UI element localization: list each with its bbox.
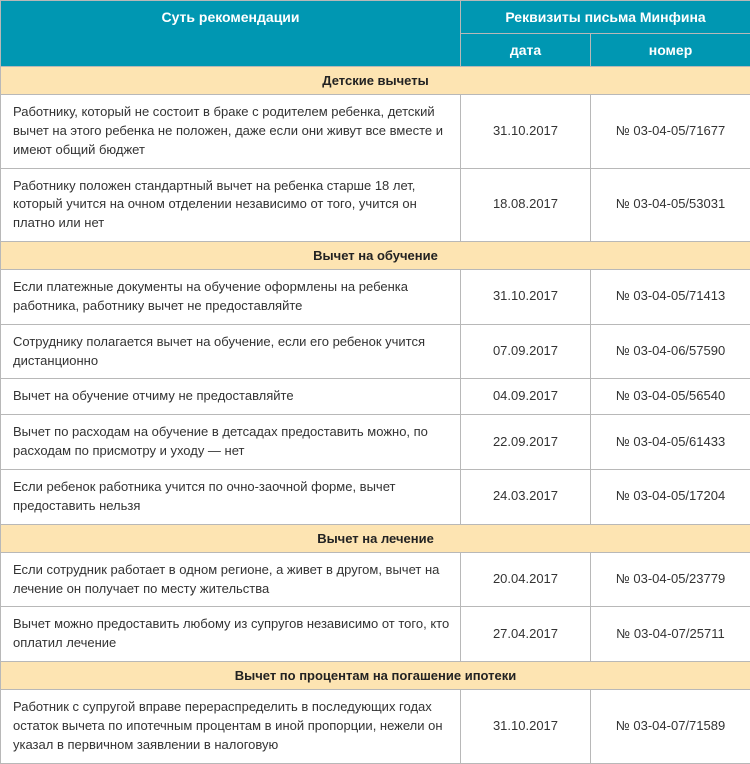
cell-description: Вычет можно предоставить любому из супру… — [1, 607, 461, 662]
cell-number: № 03-04-05/71677 — [591, 95, 750, 169]
header-essence: Суть рекомендации — [1, 1, 461, 67]
cell-date: 31.10.2017 — [461, 95, 591, 169]
section-title: Вычет по процентам на погашение ипотеки — [1, 662, 750, 690]
cell-number: № 03-04-05/23779 — [591, 552, 750, 607]
table-row: Работник с супругой вправе перераспредел… — [1, 690, 750, 764]
cell-description: Работник с супругой вправе перераспредел… — [1, 690, 461, 764]
cell-description: Работнику положен стандартный вычет на р… — [1, 168, 461, 242]
cell-description: Если ребенок работника учится по очно-за… — [1, 469, 461, 524]
table-row: Сотруднику полагается вычет на обучение,… — [1, 324, 750, 379]
section-header: Вычет на лечение — [1, 524, 750, 552]
cell-description: Работнику, который не состоит в браке с … — [1, 95, 461, 169]
table-row: Работнику положен стандартный вычет на р… — [1, 168, 750, 242]
header-number: номер — [591, 34, 750, 67]
cell-date: 31.10.2017 — [461, 270, 591, 325]
header-requisites: Реквизиты письма Минфина — [461, 1, 750, 34]
section-header: Вычет на обучение — [1, 242, 750, 270]
cell-number: № 03-04-05/53031 — [591, 168, 750, 242]
table-row: Если ребенок работника учится по очно-за… — [1, 469, 750, 524]
table-header: Суть рекомендации Реквизиты письма Минфи… — [1, 1, 750, 67]
cell-number: № 03-04-05/71413 — [591, 270, 750, 325]
table-row: Если сотрудник работает в одном регионе,… — [1, 552, 750, 607]
section-title: Вычет на обучение — [1, 242, 750, 270]
cell-date: 20.04.2017 — [461, 552, 591, 607]
table-row: Вычет на обучение отчиму не предоставляй… — [1, 379, 750, 415]
cell-number: № 03-04-05/61433 — [591, 415, 750, 470]
section-title: Детские вычеты — [1, 67, 750, 95]
table-row: Вычет по расходам на обучение в детсадах… — [1, 415, 750, 470]
cell-description: Если платежные документы на обучение офо… — [1, 270, 461, 325]
cell-date: 04.09.2017 — [461, 379, 591, 415]
cell-number: № 03-04-06/57590 — [591, 324, 750, 379]
section-title: Вычет на лечение — [1, 524, 750, 552]
cell-date: 27.04.2017 — [461, 607, 591, 662]
cell-number: № 03-04-07/25711 — [591, 607, 750, 662]
cell-date: 31.10.2017 — [461, 690, 591, 764]
cell-date: 07.09.2017 — [461, 324, 591, 379]
cell-number: № 03-04-05/17204 — [591, 469, 750, 524]
cell-description: Сотруднику полагается вычет на обучение,… — [1, 324, 461, 379]
section-header: Детские вычеты — [1, 67, 750, 95]
cell-description: Вычет по расходам на обучение в детсадах… — [1, 415, 461, 470]
cell-number: № 03-04-05/56540 — [591, 379, 750, 415]
cell-date: 22.09.2017 — [461, 415, 591, 470]
cell-number: № 03-04-07/71589 — [591, 690, 750, 764]
cell-description: Вычет на обучение отчиму не предоставляй… — [1, 379, 461, 415]
section-header: Вычет по процентам на погашение ипотеки — [1, 662, 750, 690]
cell-date: 18.08.2017 — [461, 168, 591, 242]
recommendations-table: Суть рекомендации Реквизиты письма Минфи… — [0, 0, 750, 764]
header-date: дата — [461, 34, 591, 67]
cell-date: 24.03.2017 — [461, 469, 591, 524]
table-row: Если платежные документы на обучение офо… — [1, 270, 750, 325]
table-row: Работнику, который не состоит в браке с … — [1, 95, 750, 169]
table-body: Детские вычетыРаботнику, который не сост… — [1, 67, 750, 764]
table-row: Вычет можно предоставить любому из супру… — [1, 607, 750, 662]
cell-description: Если сотрудник работает в одном регионе,… — [1, 552, 461, 607]
